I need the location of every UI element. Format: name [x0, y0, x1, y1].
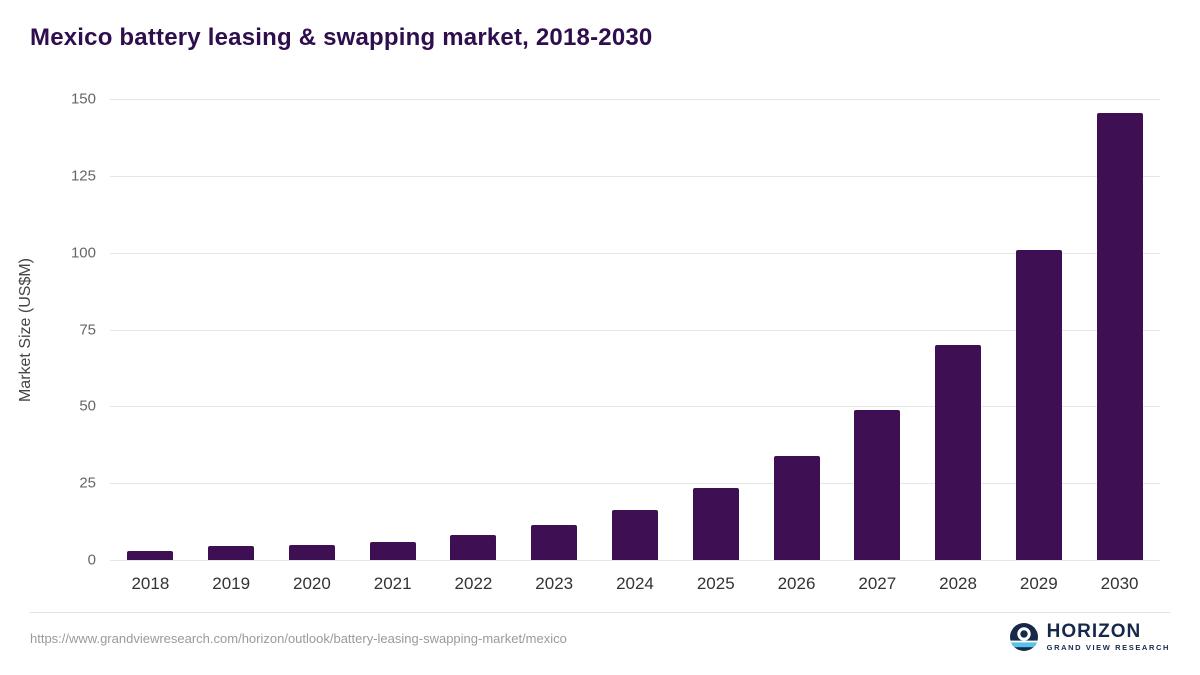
bar-slot	[1079, 99, 1160, 560]
x-tick-label: 2025	[696, 574, 735, 593]
bar-slot	[352, 99, 433, 560]
gridline	[110, 406, 1160, 408]
x-tick-label: 2020	[293, 574, 331, 593]
bar-2023	[531, 524, 578, 560]
y-tick-label: 150	[70, 90, 96, 108]
bar-2025	[692, 488, 739, 560]
brand-logo: HORIZON GRAND VIEW RESEARCH	[1009, 622, 1170, 652]
bar-slot	[110, 99, 191, 560]
source-url: https://www.grandviewresearch.com/horizo…	[30, 631, 567, 646]
gridline	[110, 252, 1160, 254]
gridline	[110, 483, 1160, 485]
bar-slot	[595, 99, 676, 560]
bars-container	[110, 99, 1160, 560]
plot-area: 0 25 50 75 100 125 150 2018 2019 2020 2021 2022 202…	[71, 91, 1160, 593]
bar-2029	[1015, 249, 1062, 560]
gridline	[110, 175, 1160, 177]
logo-subtext: GRAND VIEW RESEARCH	[1046, 643, 1170, 653]
x-tick-label: 2023	[535, 574, 574, 593]
y-tick-label: 25	[79, 474, 96, 492]
x-axis-labels: 2018 2019 2020 2021 2022 2023 2024 2025 2026 2027…	[110, 560, 1160, 594]
bar-2026	[773, 455, 820, 560]
gridline	[110, 560, 1160, 561]
logo-name: HORIZON	[1046, 621, 1142, 643]
bar-slot	[514, 99, 595, 560]
bar-slot	[756, 99, 837, 560]
footer-divider	[30, 612, 1170, 613]
bar-slot	[998, 99, 1079, 560]
bar-2021	[369, 542, 416, 560]
bar-slot	[272, 99, 353, 560]
x-tick-label: 2028	[939, 574, 977, 593]
gridline	[110, 99, 1160, 100]
horizon-logo-icon	[1009, 622, 1039, 652]
bar-2019	[208, 546, 255, 560]
y-tick-label: 50	[79, 397, 96, 415]
x-tick-label: 2029	[1019, 574, 1058, 593]
bar-slot	[837, 99, 918, 560]
x-tick-label: 2030	[1100, 574, 1139, 593]
bar-2028	[935, 345, 982, 560]
gridline	[110, 329, 1160, 331]
bar-slot	[918, 99, 999, 560]
bar-2027	[854, 410, 901, 560]
x-tick-label: 2022	[454, 574, 493, 593]
x-tick-label: 2024	[616, 574, 654, 593]
bar-2020	[288, 544, 335, 560]
bar-slot	[675, 99, 756, 560]
x-tick-label: 2026	[777, 574, 816, 593]
bar-slot	[433, 99, 514, 560]
bar-2018	[127, 550, 174, 560]
bar-slot	[191, 99, 272, 560]
x-tick-label: 2021	[373, 574, 412, 593]
y-tick-label: 125	[70, 167, 96, 185]
x-tick-label: 2019	[212, 574, 251, 593]
x-tick-label: 2027	[858, 574, 897, 593]
bar-2022	[450, 535, 497, 560]
bar-2024	[611, 510, 658, 560]
bar-2030	[1096, 113, 1143, 560]
y-tick-label: 75	[79, 321, 96, 338]
chart-title: Mexico battery leasing & swapping market…	[30, 24, 653, 51]
logo-text: HORIZON GRAND VIEW RESEARCH	[1047, 622, 1170, 652]
y-tick-label: 100	[70, 244, 96, 262]
x-tick-label: 2018	[131, 574, 170, 593]
y-tick-label: 0	[87, 551, 96, 569]
y-axis-label: Market Size (US$M)	[17, 257, 34, 403]
